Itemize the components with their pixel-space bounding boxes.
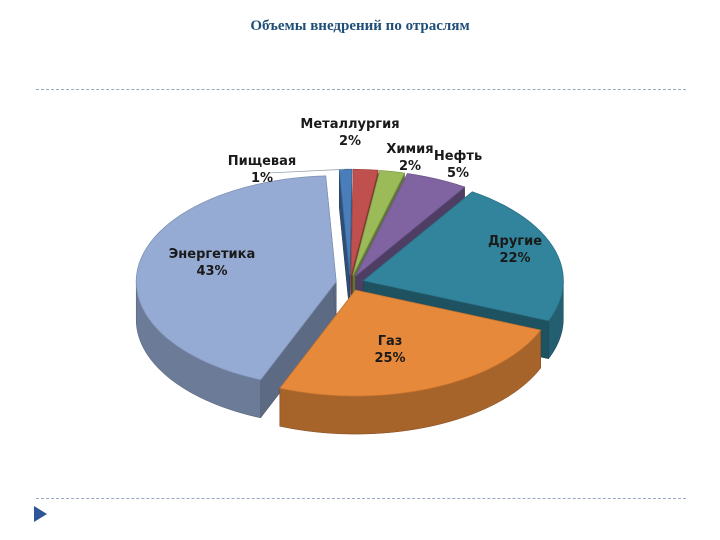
top-divider bbox=[36, 89, 686, 90]
slice-value-6: 25% bbox=[374, 351, 405, 366]
pie-slice-2 bbox=[350, 168, 379, 276]
slice-label-5: Другие bbox=[488, 234, 542, 249]
slice-value-5: 22% bbox=[499, 251, 530, 266]
slice-label-2: Металлургия bbox=[300, 117, 399, 132]
pie-slice-7 bbox=[135, 175, 337, 381]
slice-label-1: Пищевая bbox=[228, 154, 297, 169]
slice-value-7: 43% bbox=[196, 264, 227, 279]
slice-value-4: 5% bbox=[447, 166, 469, 181]
slice-value-2: 2% bbox=[339, 134, 361, 149]
slice-label-3: Химия bbox=[386, 142, 433, 157]
pie-slice-3 bbox=[352, 170, 406, 276]
slice-tops bbox=[135, 168, 564, 397]
pie-slice-4 bbox=[355, 173, 466, 277]
slice-label-6: Газ bbox=[378, 334, 403, 349]
slice-label-4: Нефть bbox=[434, 149, 482, 164]
leader-line bbox=[267, 168, 344, 174]
slice-label-7: Энергетика bbox=[169, 247, 256, 262]
page-title: Объемы внедрений по отраслям bbox=[250, 18, 470, 34]
slice-value-3: 2% bbox=[399, 159, 421, 174]
pie-slice-5 bbox=[362, 191, 564, 322]
pie-slice-6 bbox=[279, 289, 542, 397]
triangle-right-icon[interactable] bbox=[32, 505, 48, 523]
slice-value-1: 1% bbox=[251, 171, 273, 186]
bottom-divider bbox=[36, 498, 686, 499]
